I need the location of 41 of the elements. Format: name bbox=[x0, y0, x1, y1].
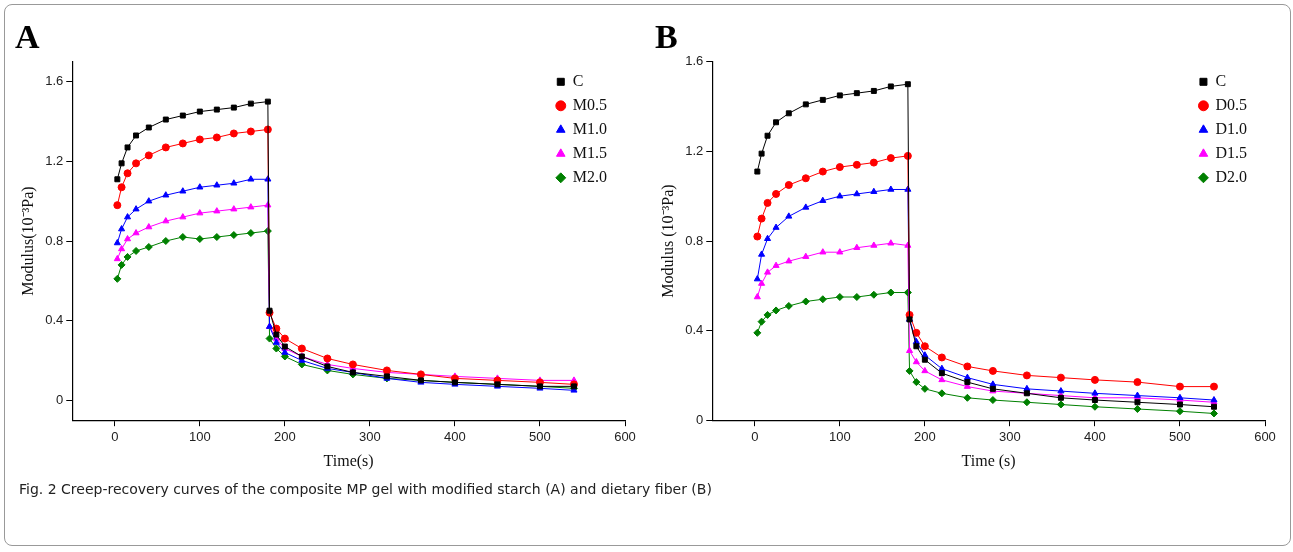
y-tick-label: 0.8 bbox=[685, 232, 704, 248]
y-axis-title: Modulus(10⁻³Pa) bbox=[18, 186, 37, 296]
y-tick-label: 0.4 bbox=[45, 312, 64, 328]
x-tick-label: 0 bbox=[111, 428, 119, 444]
legend-label: D1.0 bbox=[1215, 120, 1248, 137]
y-tick-label: 0.8 bbox=[45, 232, 64, 248]
x-tick-label: 400 bbox=[444, 428, 466, 444]
legend-label: D1.5 bbox=[1215, 144, 1248, 161]
legend-label: M1.0 bbox=[572, 120, 608, 137]
y-tick-label: 1.2 bbox=[685, 142, 704, 158]
y-tick-label: 1.2 bbox=[45, 152, 64, 168]
legend-label: M1.5 bbox=[572, 144, 608, 161]
x-tick-label: 300 bbox=[999, 428, 1021, 444]
x-axis-title: Time (s) bbox=[961, 451, 1016, 470]
x-tick-label: 600 bbox=[614, 428, 636, 444]
x-tick-label: 100 bbox=[828, 428, 851, 444]
y-tick-label: 0.4 bbox=[685, 322, 704, 338]
x-tick-label: 0 bbox=[751, 428, 759, 444]
legend-label: M2.0 bbox=[572, 168, 608, 185]
x-tick-label: 300 bbox=[359, 428, 381, 444]
y-tick-label: 1.6 bbox=[45, 73, 64, 89]
x-tick-label: 600 bbox=[1254, 428, 1276, 444]
legend-label: C bbox=[572, 72, 584, 89]
x-tick-label: 500 bbox=[1169, 428, 1191, 444]
x-tick-label: 200 bbox=[914, 428, 936, 444]
y-tick-label: 1.6 bbox=[685, 53, 704, 69]
legend-label: M0.5 bbox=[572, 96, 608, 113]
legend-label: D0.5 bbox=[1215, 96, 1248, 113]
y-tick-label: 0 bbox=[56, 391, 64, 407]
chart-title: A bbox=[15, 18, 40, 56]
x-tick-label: 100 bbox=[188, 428, 211, 444]
y-tick-label: 0 bbox=[696, 411, 704, 427]
x-axis-title: Time(s) bbox=[323, 451, 374, 470]
chart-title: B bbox=[655, 18, 678, 56]
x-tick-label: 400 bbox=[1084, 428, 1106, 444]
y-axis-title: Modulus (10⁻³Pa) bbox=[658, 184, 677, 298]
caption: Fig. 2 Creep-recovery curves of the composite MP gel with modified starch (A) and dietary fiber (B) bbox=[18, 480, 713, 499]
legend-label: D2.0 bbox=[1215, 168, 1248, 185]
legend-label: C bbox=[1215, 72, 1227, 89]
x-tick-label: 200 bbox=[274, 428, 296, 444]
x-tick-label: 500 bbox=[529, 428, 551, 444]
